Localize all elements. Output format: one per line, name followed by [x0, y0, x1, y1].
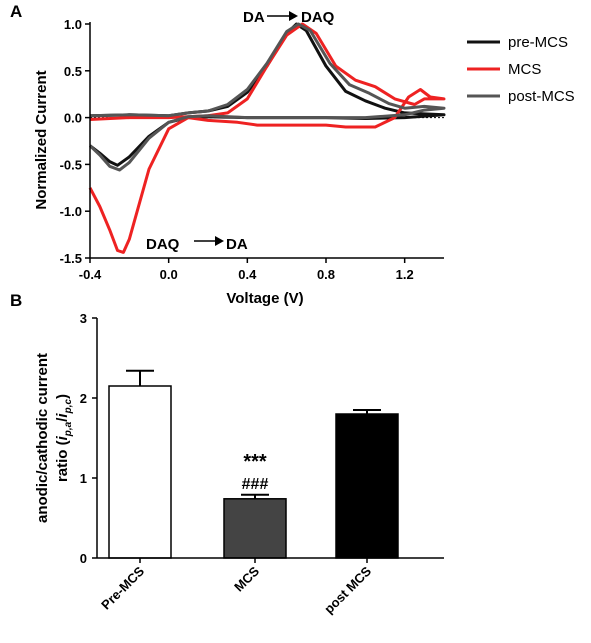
bar-y-ticks: 0 1 2 3 [80, 311, 97, 566]
ylabel-suffix: ) [54, 394, 71, 399]
ylabel-i1: i [54, 435, 71, 440]
cv-x-axis-label: Voltage (V) [226, 290, 303, 307]
significance-stars: *** [243, 451, 267, 473]
ylabel-sub1: p,a [63, 421, 74, 437]
annotation-oxidation-arrowhead [289, 11, 298, 21]
bar-x-tick-label: Pre-MCS [98, 563, 147, 612]
cv-y-tick-label: 1.0 [64, 17, 82, 32]
cv-chart: -0.4 0.0 0.4 0.8 1.2 1.0 0.5 0.0 -0.5 -1.0 -1.5 V… [33, 9, 575, 307]
error-bars [126, 369, 381, 499]
ylabel-i2: i [54, 413, 71, 418]
cv-y-tick-label: -1.0 [60, 204, 82, 219]
annotation-reduction: DAQ DA [146, 236, 248, 253]
bar-y-axis-label-line2: ratio (ip,a/ip,c) [54, 394, 74, 482]
cv-x-ticks: -0.4 0.0 0.4 0.8 1.2 [79, 258, 414, 282]
panel-b-label: B [10, 291, 22, 310]
cv-x-tick-label: -0.4 [79, 267, 102, 282]
ylabel-slash: / [54, 417, 71, 422]
significance-hashes: ### [242, 476, 269, 493]
bar-y-tick-label: 3 [80, 311, 87, 326]
cv-y-tick-label: 0.0 [64, 111, 82, 126]
legend-label-mcs: MCS [508, 61, 541, 78]
bar-y-axis-label-line1: anodic/cathodic current [34, 353, 51, 523]
bar-mcs [223, 498, 287, 559]
cv-series-post-mcs [88, 22, 446, 172]
annotation-reduction-arrowhead [215, 236, 224, 246]
legend-label-post-mcs: post-MCS [508, 88, 575, 105]
cv-y-tick-label: 0.5 [64, 64, 82, 79]
cv-y-axis-label: Normalized Current [33, 70, 50, 209]
annotation-oxidation: DA DAQ [243, 9, 335, 26]
ylabel-sub2: p,c [63, 399, 74, 415]
cv-x-tick-label: 0.4 [238, 267, 257, 282]
annotation-reduction-from: DAQ [146, 236, 180, 253]
cv-curves [88, 22, 446, 254]
annotation-oxidation-to: DAQ [301, 9, 335, 26]
legend-item-mcs: MCS [467, 61, 541, 78]
annotation-oxidation-from: DA [243, 9, 265, 26]
cv-y-tick-label: -1.5 [60, 251, 82, 266]
cv-y-ticks: 1.0 0.5 0.0 -0.5 -1.0 -1.5 [60, 17, 90, 266]
cv-x-tick-label: 1.2 [396, 267, 414, 282]
bar-post-mcs [335, 413, 399, 559]
bar-x-tick-label: MCS [231, 563, 262, 594]
legend-item-post-mcs: post-MCS [467, 88, 575, 105]
cv-x-tick-label: 0.8 [317, 267, 335, 282]
ratio-bar-chart: 0 1 2 3 Pre-MCS MCS post MCS anodic/cathodic … [34, 311, 444, 617]
cv-axes [89, 22, 444, 259]
cv-legend: pre-MCS MCS post-MCS [467, 34, 575, 105]
cv-series-mcs [88, 22, 446, 254]
bar-x-tick-label: post MCS [321, 563, 374, 616]
bar-x-ticks: Pre-MCS MCS post MCS [98, 558, 374, 617]
legend-label-pre-mcs: pre-MCS [508, 34, 568, 51]
panel-a-label: A [10, 2, 22, 21]
legend-item-pre-mcs: pre-MCS [467, 34, 568, 51]
annotation-reduction-to: DA [226, 236, 248, 253]
bar-y-tick-label: 2 [80, 391, 87, 406]
cv-y-tick-label: -0.5 [60, 157, 82, 172]
bar-y-tick-label: 1 [80, 471, 87, 486]
bar-y-tick-label: 0 [80, 551, 87, 566]
bar-pre-mcs [108, 385, 172, 559]
cv-x-tick-label: 0.0 [160, 267, 178, 282]
ylabel-prefix: ratio ( [54, 440, 71, 482]
